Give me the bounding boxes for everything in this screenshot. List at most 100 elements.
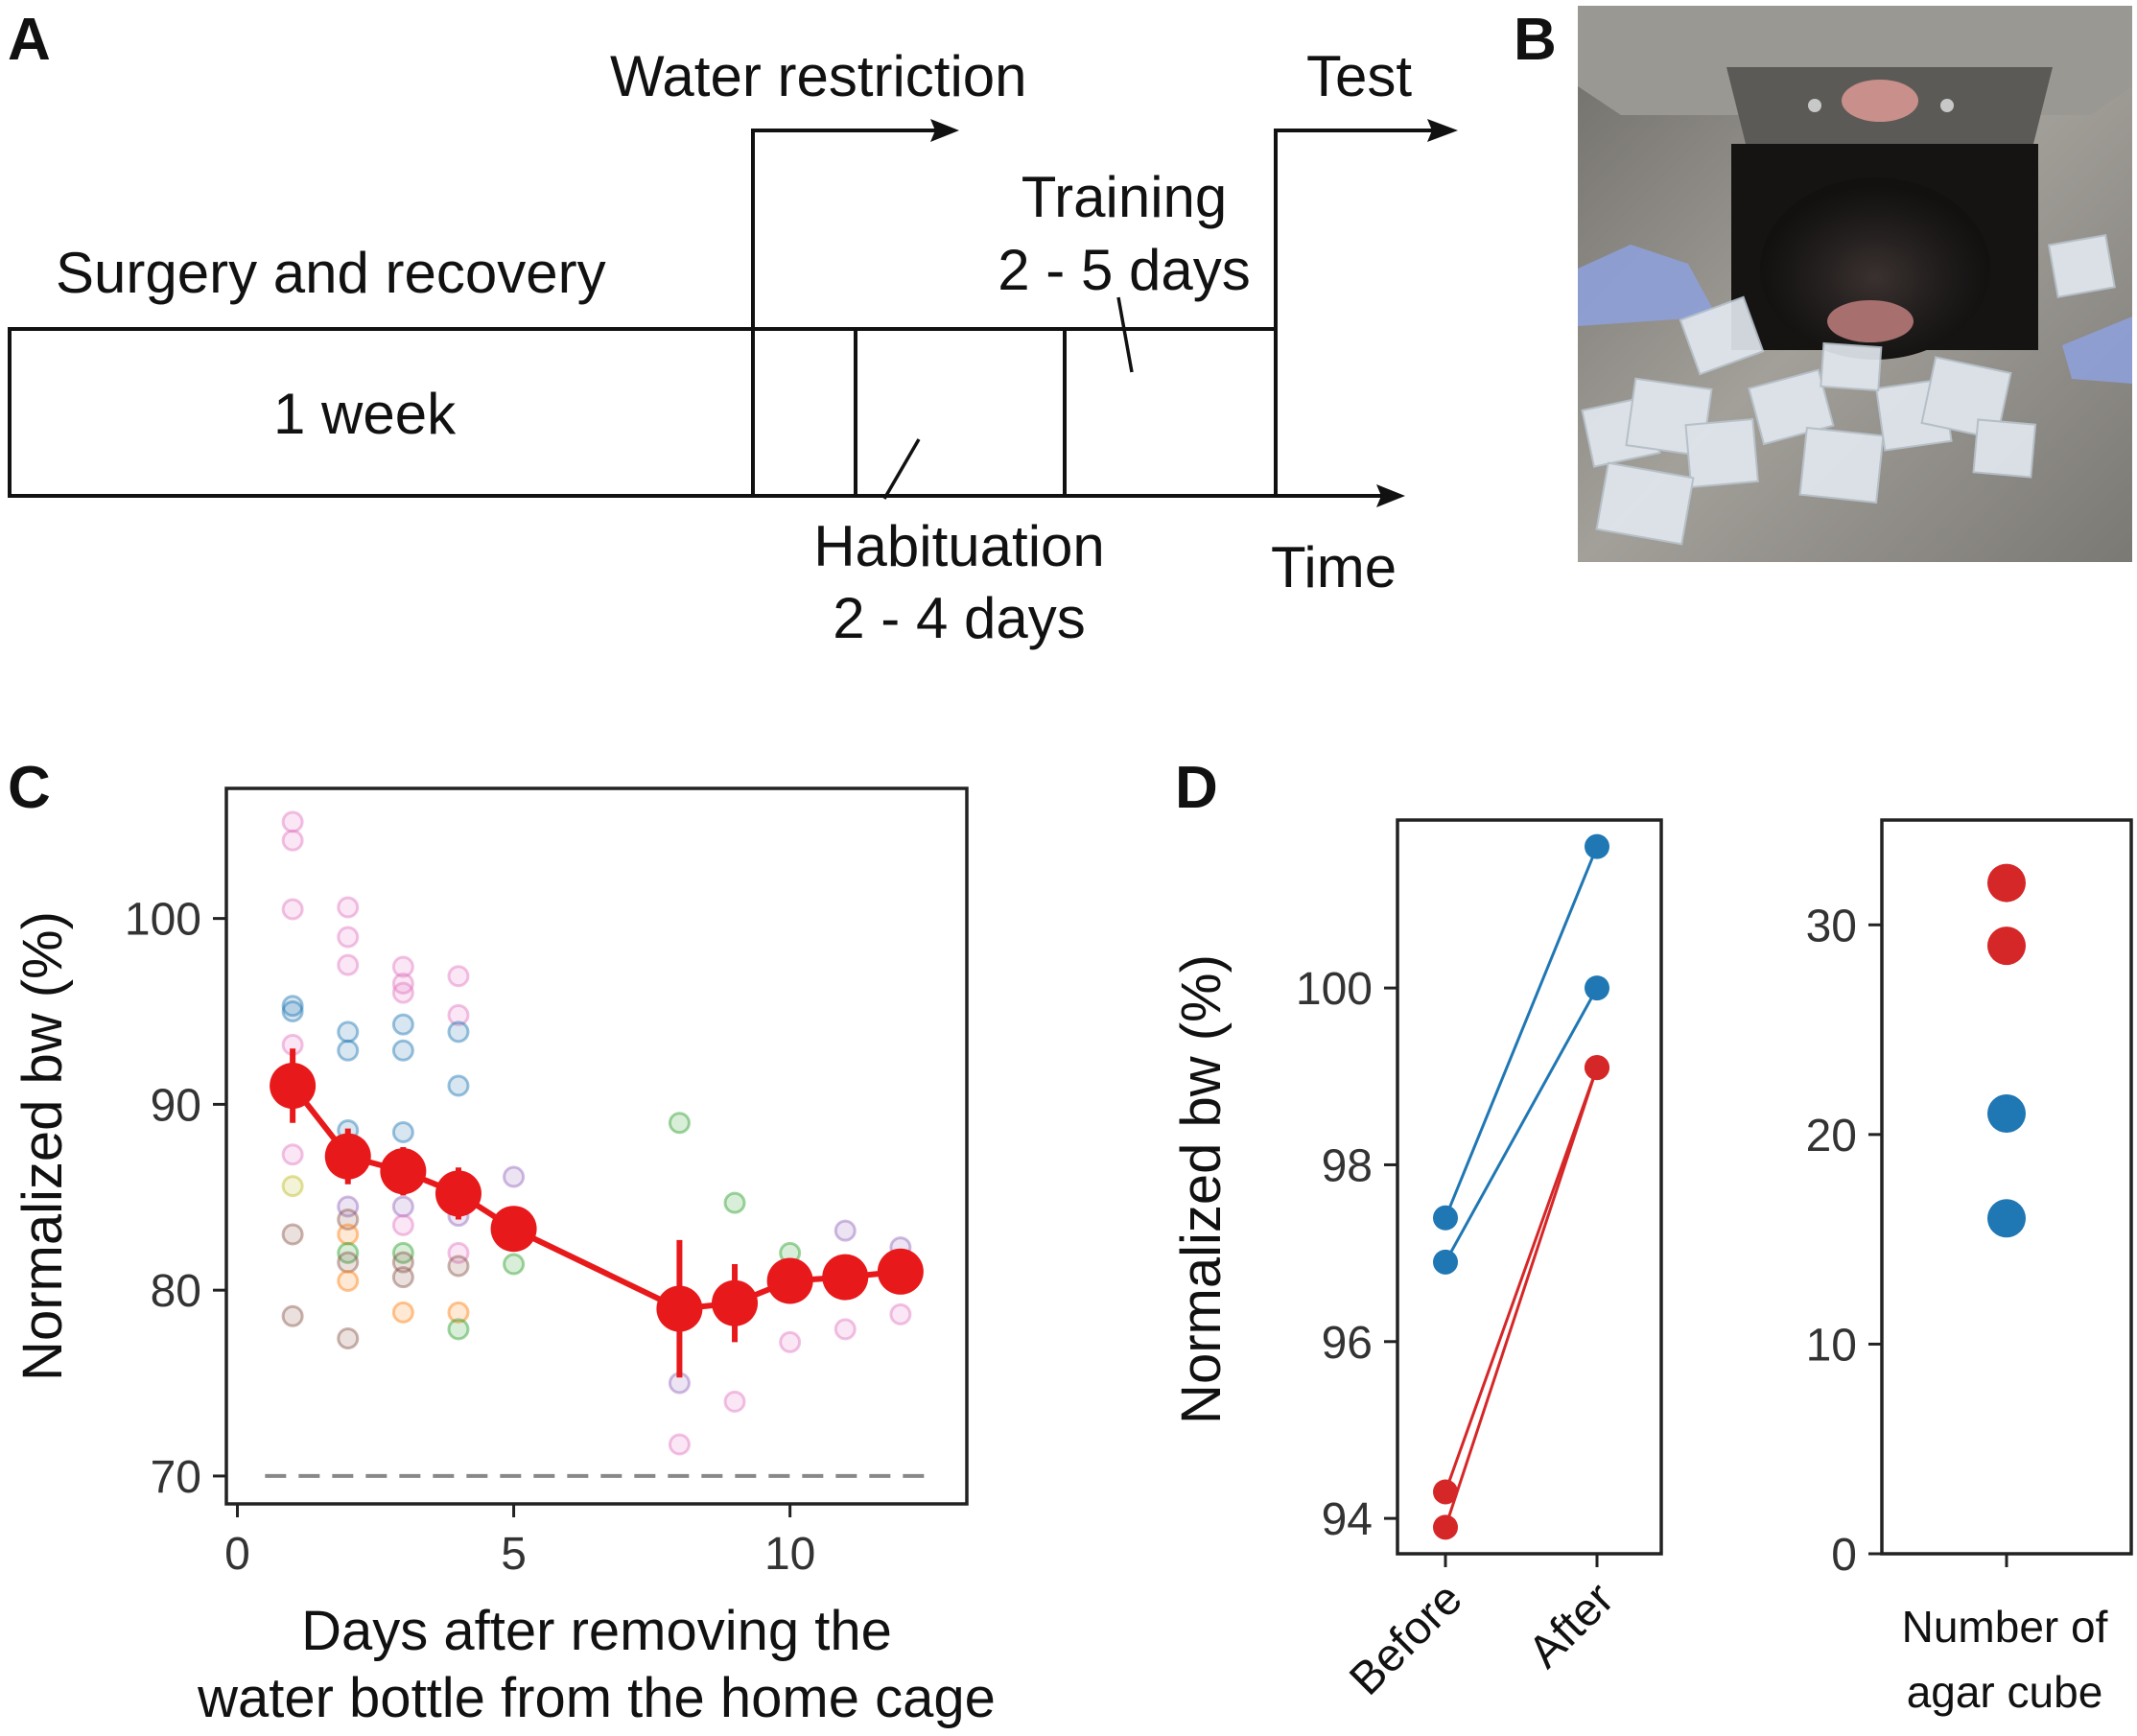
mean-point: [822, 1254, 869, 1301]
x-tick-label: 0: [224, 1529, 250, 1580]
individual-point: [337, 953, 360, 976]
series-point: [1433, 1205, 1458, 1231]
y-tick-label: 70: [151, 1452, 201, 1503]
chart-c-frame: [224, 786, 969, 1506]
individual-point: [447, 965, 470, 988]
individual-point: [391, 1120, 414, 1143]
series-line: [1444, 1067, 1599, 1492]
individual-point: [281, 1304, 304, 1327]
x-tick-label: Before: [1340, 1573, 1471, 1704]
individual-point: [391, 1241, 414, 1264]
individual-points: [281, 810, 912, 1456]
individual-point: [889, 1302, 912, 1325]
individual-point: [391, 972, 414, 995]
individual-point: [337, 1020, 360, 1044]
individual-point: [391, 1039, 414, 1062]
individual-point: [391, 955, 414, 978]
y-tick-label: 96: [1322, 1318, 1373, 1369]
x-tick-label: After: [1519, 1573, 1624, 1677]
series-point: [1433, 1514, 1458, 1540]
individual-point: [281, 810, 304, 833]
chart-d-left-frame: [1396, 818, 1663, 1556]
series-point: [1585, 975, 1609, 1001]
agar-cube: [1595, 461, 1695, 546]
photo-putty-left: [1578, 245, 1717, 326]
y-tick-label: 20: [1806, 1111, 1857, 1161]
individual-point: [723, 1191, 746, 1214]
individual-point: [281, 995, 304, 1018]
mean-point: [434, 1170, 481, 1217]
individual-point: [503, 1253, 526, 1276]
agar-count-point: [1987, 1094, 2026, 1133]
individual-point: [447, 1074, 470, 1097]
water-restriction-arrow: [751, 129, 945, 496]
x-tick-label: 10: [764, 1529, 815, 1580]
panel-b: B: [1514, 6, 2132, 562]
individual-point: [668, 1112, 691, 1135]
training-label-line2: 2 - 5 days: [998, 238, 1250, 302]
individual-point: [337, 1327, 360, 1350]
series-point: [1585, 833, 1609, 859]
agar-count-point: [1987, 863, 2026, 903]
y-tick-label: 0: [1831, 1530, 1857, 1581]
y-tick-label: 100: [1296, 964, 1373, 1015]
y-tick-label: 10: [1806, 1320, 1857, 1371]
individual-point: [668, 1433, 691, 1456]
series-point: [1433, 1479, 1458, 1505]
habituation-label-line2: 2 - 4 days: [833, 586, 1085, 650]
chart-d-right-ticks: 0 10 20 30: [1806, 901, 2008, 1581]
agar-cube: [1798, 426, 1885, 504]
individual-point: [337, 1195, 360, 1218]
individual-point: [391, 1013, 414, 1036]
agar-cube: [1820, 341, 1883, 392]
water-restriction-label: Water restriction: [610, 44, 1027, 108]
mean-point: [712, 1279, 759, 1326]
chart-d-left-ticks: 94 96 98 100 Before After: [1296, 964, 1624, 1705]
y-tick-label: 90: [151, 1080, 201, 1131]
chart-d-right-xlabel-line2: agar cube: [1907, 1667, 2103, 1717]
habituation-pointer: [882, 438, 921, 500]
individual-point: [834, 1219, 857, 1242]
series-point: [1433, 1249, 1458, 1275]
individual-point: [281, 898, 304, 921]
individual-point: [723, 1390, 746, 1413]
y-tick-label: 80: [151, 1266, 201, 1317]
individual-point: [779, 1330, 802, 1353]
chart-d-left-series: [1433, 833, 1609, 1540]
panel-label-c: C: [8, 755, 51, 821]
individual-point: [391, 1301, 414, 1324]
chart-d-right-points: [1987, 863, 2026, 1238]
individual-point: [281, 1000, 304, 1023]
agar-cube: [1684, 417, 1760, 489]
habituation-label-line1: Habituation: [813, 514, 1105, 578]
individual-point: [391, 981, 414, 1004]
individual-point: [337, 896, 360, 919]
agar-cube: [1679, 295, 1765, 376]
photo: [1578, 6, 2132, 562]
training-pointer: [1116, 296, 1134, 373]
individual-point: [337, 926, 360, 949]
time-arrowhead: [1376, 484, 1405, 507]
agar-cube: [1972, 418, 2037, 479]
individual-point: [391, 1195, 414, 1218]
individual-point: [391, 1251, 414, 1274]
test-arrow: [1274, 129, 1437, 496]
individual-point: [337, 1241, 360, 1264]
mean-point: [766, 1257, 813, 1304]
mean-point: [490, 1206, 537, 1253]
surgery-label: Surgery and recovery: [56, 241, 606, 305]
photo-agar-cubes: [1581, 234, 2116, 546]
agar-count-point: [1987, 927, 2026, 966]
individual-point: [281, 1143, 304, 1166]
y-tick-label: 98: [1322, 1140, 1373, 1191]
photo-screw-1: [1808, 99, 1821, 112]
individual-point: [337, 1208, 360, 1232]
mean-line: [290, 1084, 902, 1312]
individual-point: [337, 1269, 360, 1292]
individual-point: [281, 1175, 304, 1198]
photo-head-window: [1842, 80, 1918, 122]
test-arrowhead: [1427, 119, 1458, 142]
individual-point: [447, 1255, 470, 1278]
